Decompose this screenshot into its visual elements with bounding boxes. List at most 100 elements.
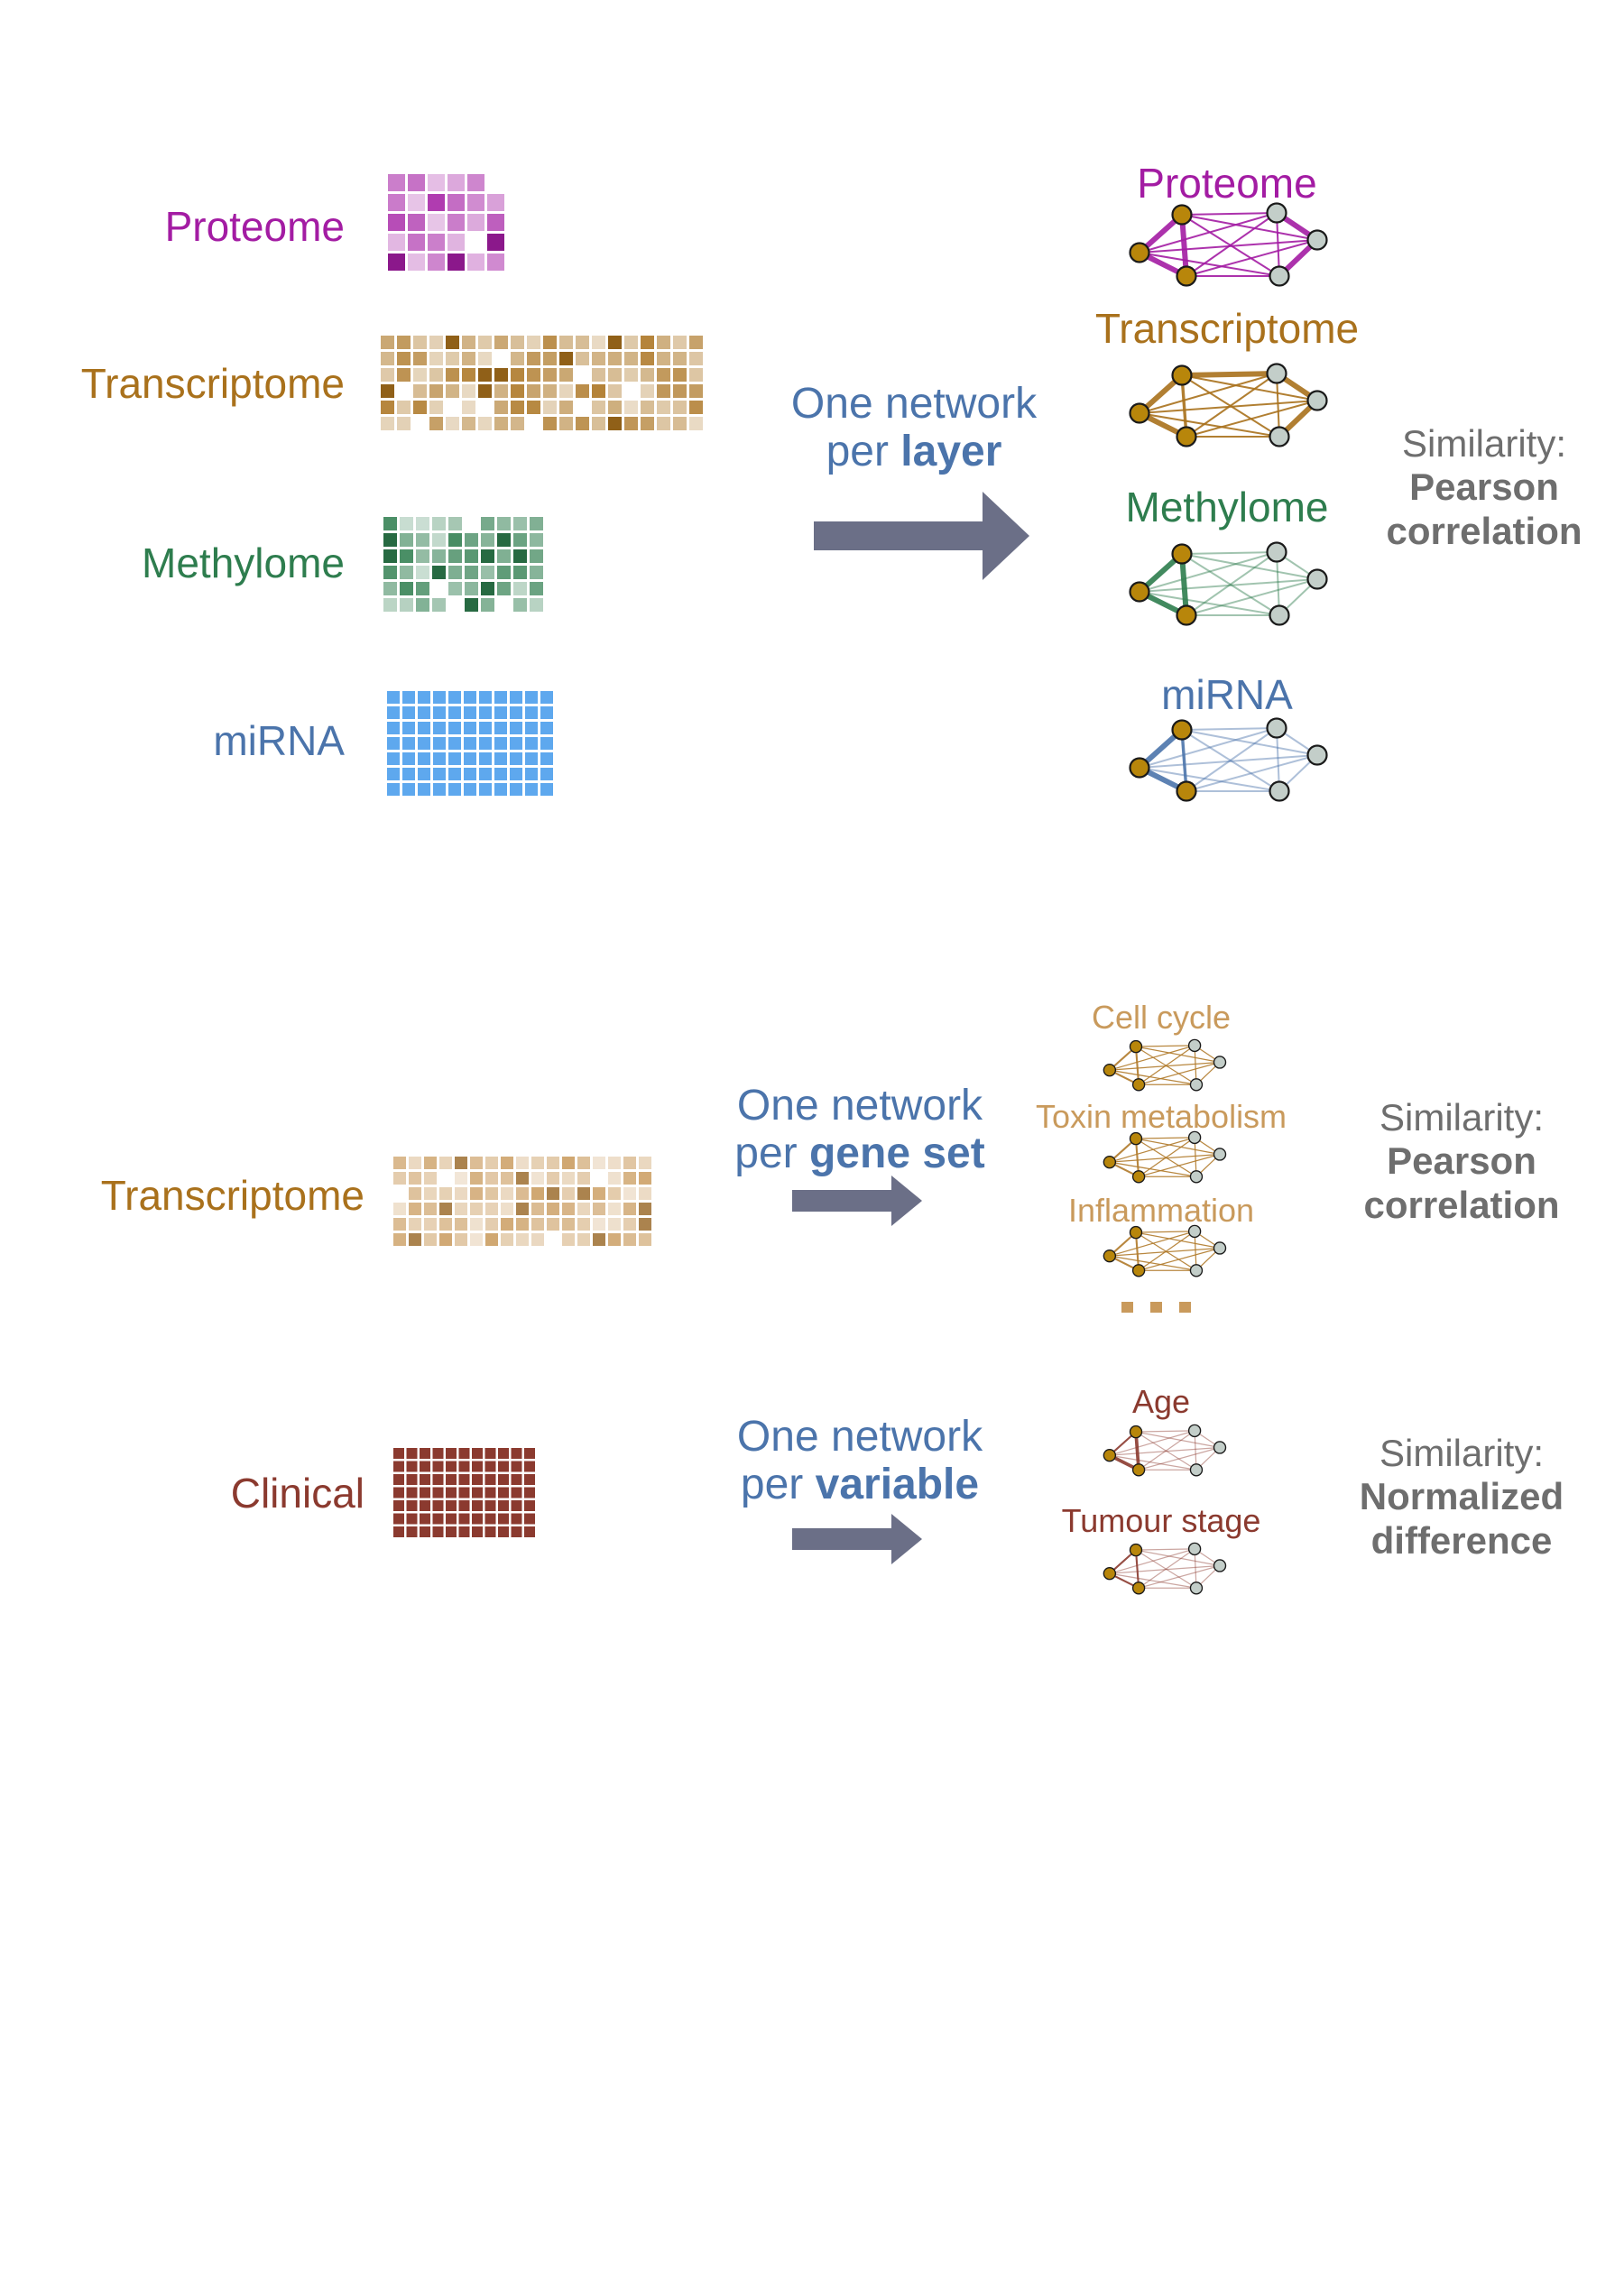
matrix-cell [472, 1526, 483, 1537]
matrix-cell [413, 368, 427, 382]
matrix-cell [511, 368, 524, 382]
matrix-cell [429, 384, 443, 398]
matrix-cell [510, 783, 522, 796]
network-edge [1138, 1231, 1195, 1271]
network-node [1306, 390, 1328, 411]
network-node [1129, 402, 1150, 424]
matrix-cell [577, 1203, 590, 1215]
matrix-cell [623, 1218, 636, 1231]
matrix-cell [464, 737, 476, 750]
matrix-cell [494, 737, 507, 750]
matrix-cell [397, 336, 411, 349]
matrix-cell [387, 706, 400, 719]
network-edge [1138, 1548, 1195, 1589]
network-proteome [1129, 202, 1328, 287]
matrix-cell [478, 384, 492, 398]
matrix-cell [524, 1461, 535, 1472]
matrix-cell [639, 1203, 651, 1215]
matrix-cell [530, 582, 543, 595]
matrix-cell [432, 1474, 444, 1485]
matrix-cell [479, 737, 492, 750]
matrix-cell [448, 254, 465, 271]
matrix-cell [562, 1187, 575, 1200]
matrix-cell [465, 582, 478, 595]
matrix-cell [465, 566, 478, 579]
matrix-cell [446, 352, 459, 365]
matrix-cell [527, 336, 540, 349]
matrix-cell [494, 336, 508, 349]
matrix-cell [494, 783, 507, 796]
matrix-cell [381, 401, 394, 414]
matrix-cell [393, 1172, 406, 1185]
matrix-cell [641, 384, 654, 398]
matrix-cell [446, 1513, 457, 1525]
matrix-cell [458, 1487, 470, 1498]
matrix-cell [494, 352, 508, 365]
matrix-cell [487, 194, 504, 211]
matrix-cell [673, 352, 687, 365]
network-edge [1109, 1572, 1197, 1589]
matrix-cell [592, 352, 605, 365]
matrix-cell [540, 691, 553, 704]
matrix-cell [465, 598, 478, 612]
matrix-cell [608, 1157, 621, 1169]
matrix-cell [527, 384, 540, 398]
matrix-cell [397, 417, 411, 430]
network-node [1129, 581, 1150, 603]
matrix-cell [429, 417, 443, 430]
network-toxin-metabolism [1103, 1130, 1227, 1184]
matrix-cell [416, 549, 429, 563]
matrix-cell [501, 1187, 513, 1200]
method-description-layer: One network per layer [791, 380, 1037, 476]
clinical-source-label: Clinical [230, 1470, 364, 1517]
network-edge [1138, 1430, 1195, 1471]
matrix-cell [462, 417, 475, 430]
matrix-cell [540, 768, 553, 780]
matrix-cell [432, 1500, 444, 1511]
network-edge [1109, 1069, 1197, 1085]
matrix-cell [484, 1513, 496, 1525]
matrix-cell [472, 1500, 483, 1511]
network-edge [1181, 374, 1318, 401]
matrix-cell [420, 1461, 430, 1472]
matrix-cell [458, 1513, 470, 1525]
matrix-cell [433, 722, 446, 734]
matrix-cell [530, 533, 543, 547]
matrix-cell [511, 1500, 522, 1511]
matrix-cell [428, 174, 445, 191]
matrix-cell [516, 1157, 529, 1169]
matrix-cell [433, 737, 446, 750]
matrix-cell [416, 533, 429, 547]
network-edge [1181, 729, 1280, 792]
network-edge [1276, 212, 1280, 277]
matrix-cell [562, 1203, 575, 1215]
matrix-cell [397, 401, 411, 414]
matrix-cell [559, 352, 573, 365]
network-edge [1139, 551, 1278, 593]
matrix-cell [429, 352, 443, 365]
network-edge [1135, 1430, 1195, 1433]
matrix-cell [448, 752, 461, 765]
network-edge [1135, 1431, 1221, 1449]
matrix-cell [485, 1187, 498, 1200]
matrix-cell [393, 1157, 406, 1169]
matrix-cell [424, 1218, 437, 1231]
matrix-cell [416, 517, 429, 530]
matrix-cell [393, 1187, 406, 1200]
matrix-cell [525, 752, 538, 765]
network-edge [1186, 551, 1278, 616]
matrix-cell [689, 368, 703, 382]
matrix-cell [400, 517, 413, 530]
matrix-cell [608, 1172, 621, 1185]
matrix-cell [397, 384, 411, 398]
network-title-transcriptome: Transcriptome [1094, 305, 1360, 352]
matrix-cell [540, 722, 553, 734]
arrow-geneset [792, 1176, 922, 1226]
matrix-cell [416, 566, 429, 579]
network-edge [1138, 1153, 1221, 1177]
matrix-cell [673, 336, 687, 349]
matrix-cell [484, 1448, 496, 1459]
matrix-cell [393, 1233, 406, 1246]
network-edge [1139, 754, 1318, 769]
matrix-cell [624, 352, 638, 365]
